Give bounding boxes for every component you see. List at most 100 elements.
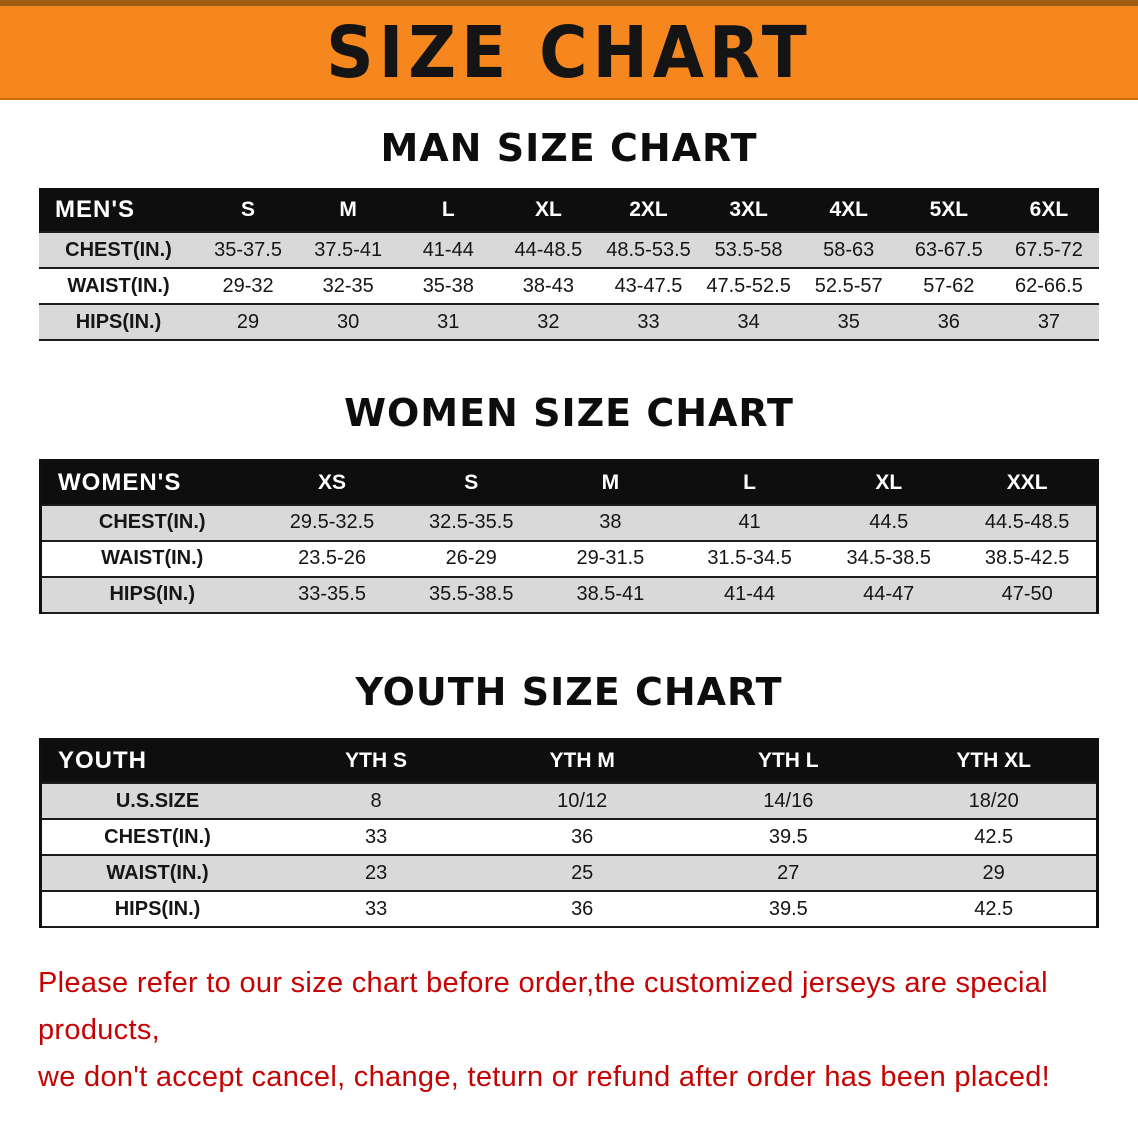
size-value: 62-66.5	[998, 267, 1099, 304]
youth-section: YOUTH SIZE CHART YOUTH YTH S YTH M YTH L YTH…	[0, 669, 1138, 928]
header-row: WOMEN'S XS S M L XL XXL	[40, 460, 1098, 505]
size-value: 31.5-34.5	[679, 539, 820, 577]
size-value: 39.5	[685, 818, 892, 855]
size-value: 37.5-41	[298, 231, 399, 268]
size-column-header: YTH M	[479, 739, 686, 783]
row-label: CHEST(IN.)	[40, 503, 263, 541]
table-row: WAIST(IN.) 29-32 32-35 35-38 38-43 43-47.5 47.…	[39, 267, 1099, 304]
size-column-header: S	[198, 188, 299, 232]
youth-section-heading: YOUTH SIZE CHART	[355, 669, 783, 714]
youth-size-table: YOUTH YTH S YTH M YTH L YTH XL U.S.SIZE 8 10/12…	[39, 737, 1099, 928]
row-label: HIPS(IN.)	[40, 575, 263, 613]
row-label: WAIST(IN.)	[40, 854, 274, 891]
size-value: 32.5-35.5	[401, 503, 541, 541]
women-section-heading: WOMEN SIZE CHART	[344, 391, 794, 435]
size-value: 27	[685, 854, 892, 891]
size-value: 14/16	[685, 782, 892, 819]
size-value: 35-37.5	[198, 231, 299, 268]
size-value: 23.5-26	[262, 539, 402, 577]
size-value: 33	[273, 890, 480, 927]
size-value: 33	[273, 818, 480, 855]
women-size-table: WOMEN'S XS S M L XL XXL CHEST(IN.) 29.5-32.5 32.5…	[39, 459, 1099, 614]
table-corner-label: YOUTH	[40, 739, 274, 783]
size-value: 47-50	[958, 575, 1098, 613]
size-value: 44-47	[819, 575, 959, 613]
size-column-header: 5XL	[898, 188, 999, 232]
size-column-header: L	[398, 188, 499, 232]
size-value: 29-32	[198, 267, 299, 304]
row-label: U.S.SIZE	[40, 782, 274, 819]
size-value: 53.5-58	[698, 231, 799, 268]
women-section: WOMEN SIZE CHART WOMEN'S XS S M L XL XXL CHEST(…	[0, 391, 1138, 614]
size-column-header: 4XL	[798, 188, 899, 232]
header-row: MEN'S S M L XL 2XL 3XL 4XL 5XL 6XL	[39, 188, 1099, 232]
size-value: 30	[298, 303, 399, 340]
size-column-header: XL	[819, 460, 959, 505]
men-section-heading: MAN SIZE CHART	[380, 126, 758, 170]
size-column-header: M	[540, 460, 680, 505]
size-column-header: M	[298, 188, 399, 232]
table-row: CHEST(IN.) 29.5-32.5 32.5-35.5 38 41 44.5 44.5…	[40, 503, 1098, 541]
size-value: 37	[998, 303, 1099, 340]
size-value: 34.5-38.5	[819, 539, 959, 577]
row-label: HIPS(IN.)	[40, 890, 274, 927]
size-value: 29	[891, 854, 1098, 891]
size-value: 38-43	[498, 267, 599, 304]
row-label: HIPS(IN.)	[39, 303, 198, 340]
size-value: 32	[498, 303, 599, 340]
women-table-wrap: WOMEN'S XS S M L XL XXL CHEST(IN.) 29.5-32.5 32.5…	[39, 459, 1099, 614]
table-row: U.S.SIZE 8 10/12 14/16 18/20	[40, 782, 1098, 819]
size-value: 25	[479, 854, 686, 891]
table-row: HIPS(IN.) 33-35.5 35.5-38.5 38.5-41 41-44 44-…	[40, 575, 1098, 613]
size-value: 48.5-53.5	[598, 231, 699, 268]
size-value: 8	[273, 782, 480, 819]
size-column-header: S	[401, 460, 541, 505]
size-value: 44.5	[819, 503, 959, 541]
size-value: 29	[198, 303, 299, 340]
size-value: 36	[898, 303, 999, 340]
size-column-header: XS	[262, 460, 402, 505]
table-row: HIPS(IN.) 33 36 39.5 42.5	[40, 890, 1098, 927]
size-value: 42.5	[891, 890, 1098, 927]
row-label: CHEST(IN.)	[39, 231, 198, 268]
footer-notice: Please refer to our size chart before or…	[38, 960, 1114, 1101]
size-column-header: 3XL	[698, 188, 799, 232]
size-value: 31	[398, 303, 499, 340]
size-value: 44-48.5	[498, 231, 599, 268]
size-value: 34	[698, 303, 799, 340]
row-label: CHEST(IN.)	[40, 818, 274, 855]
size-value: 33	[598, 303, 699, 340]
table-row: WAIST(IN.) 23 25 27 29	[40, 854, 1098, 891]
banner: SIZE CHART	[0, 0, 1138, 100]
size-value: 38.5-42.5	[958, 539, 1098, 577]
men-size-table: MEN'S S M L XL 2XL 3XL 4XL 5XL 6XL CHEST(IN.) 35-37…	[39, 188, 1099, 341]
men-table-wrap: MEN'S S M L XL 2XL 3XL 4XL 5XL 6XL CHEST(IN.) 35-37…	[39, 188, 1099, 341]
size-value: 42.5	[891, 818, 1098, 855]
size-column-header: 2XL	[598, 188, 699, 232]
size-value: 18/20	[891, 782, 1098, 819]
size-value: 47.5-52.5	[698, 267, 799, 304]
size-value: 38.5-41	[540, 575, 680, 613]
table-row: CHEST(IN.) 35-37.5 37.5-41 41-44 44-48.5 48.5…	[39, 231, 1099, 268]
size-value: 32-35	[298, 267, 399, 304]
table-row: WAIST(IN.) 23.5-26 26-29 29-31.5 31.5-34.5 34…	[40, 539, 1098, 577]
size-value: 63-67.5	[898, 231, 999, 268]
size-value: 36	[479, 890, 686, 927]
size-value: 58-63	[798, 231, 899, 268]
men-section: MAN SIZE CHART MEN'S S M L XL 2XL 3XL 4XL 5XL 6XL…	[0, 126, 1138, 341]
size-column-header: YTH XL	[891, 739, 1098, 783]
size-value: 41-44	[679, 575, 820, 613]
size-column-header: L	[679, 460, 820, 505]
size-value: 23	[273, 854, 480, 891]
size-value: 52.5-57	[798, 267, 899, 304]
size-column-header: YTH L	[685, 739, 892, 783]
youth-table-wrap: YOUTH YTH S YTH M YTH L YTH XL U.S.SIZE 8 10/12…	[39, 737, 1099, 928]
banner-title: SIZE CHART	[326, 10, 812, 94]
table-row: HIPS(IN.) 29 30 31 32 33 34 35 36 37	[39, 303, 1099, 340]
table-corner-label: WOMEN'S	[40, 460, 263, 505]
table-corner-label: MEN'S	[39, 188, 198, 232]
size-value: 35	[798, 303, 899, 340]
notice-line-2: we don't accept cancel, change, teturn o…	[38, 1061, 1051, 1093]
notice-line-1: Please refer to our size chart before or…	[38, 967, 1048, 1046]
